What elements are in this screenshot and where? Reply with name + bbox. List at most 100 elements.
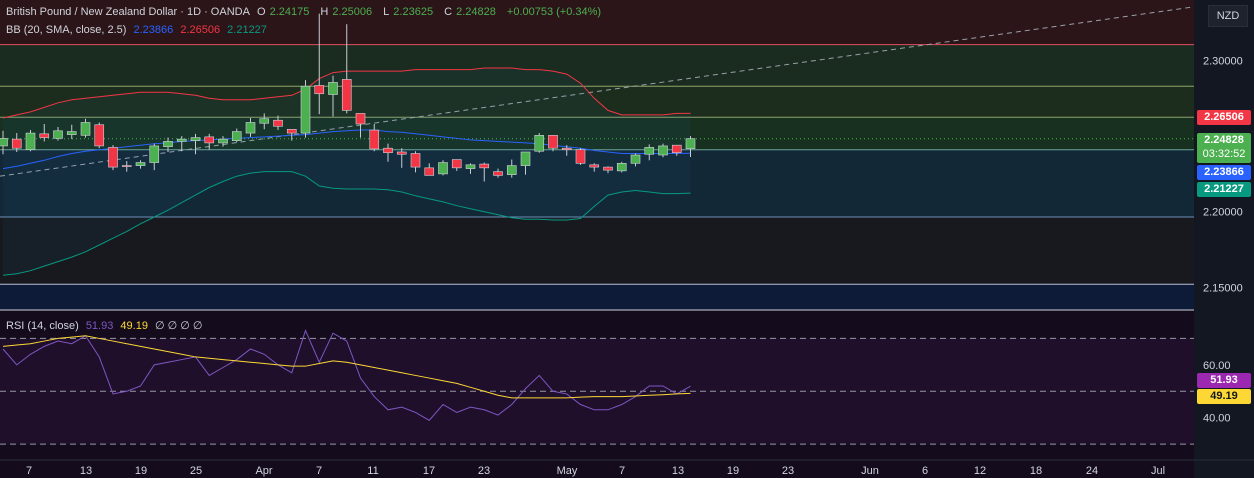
bb-legend[interactable]: BB (20, SMA, close, 2.5) 2.23866 2.26506… xyxy=(6,24,271,36)
candle-body xyxy=(644,147,655,155)
zone-band xyxy=(0,284,1194,310)
candle-body xyxy=(603,166,613,171)
rsi-extra: ∅ ∅ ∅ ∅ xyxy=(155,320,203,332)
candle-body xyxy=(218,138,228,144)
candle-body xyxy=(39,133,50,138)
candle-up xyxy=(25,130,36,152)
time-tick-label: 24 xyxy=(1086,465,1098,477)
candle-body xyxy=(465,164,476,169)
time-tick-label: Apr xyxy=(255,465,272,477)
candle-body xyxy=(355,113,366,125)
candle-body xyxy=(396,151,407,155)
bb-upper-value: 2.26506 xyxy=(180,24,221,36)
candle-body xyxy=(671,144,682,154)
time-tick-label: 23 xyxy=(478,465,490,477)
candle-up xyxy=(259,113,270,130)
candle-down xyxy=(11,133,22,152)
time-tick-label: 13 xyxy=(80,465,92,477)
candle-body xyxy=(438,162,448,175)
grid-lines xyxy=(0,6,1254,461)
candle-body xyxy=(25,132,36,151)
time-tick-label: May xyxy=(557,465,578,477)
candle-up xyxy=(163,137,173,152)
candle-up xyxy=(135,160,146,169)
candle-down xyxy=(548,135,558,152)
time-tick-label: 6 xyxy=(922,465,928,477)
rsi-legend[interactable]: RSI (14, close) 51.93 49.19 ∅ ∅ ∅ ∅ xyxy=(6,319,207,332)
candle-body xyxy=(589,164,600,168)
price-axis-bg xyxy=(1194,0,1254,478)
candle-up xyxy=(218,136,228,147)
zone-band xyxy=(0,117,1194,150)
rsi-pane[interactable] xyxy=(2,329,691,421)
candle-up xyxy=(328,75,338,117)
zone-band xyxy=(0,217,1194,285)
candle-body xyxy=(94,124,105,147)
bb-basis-value: 2.23866 xyxy=(133,24,174,36)
low-value: 2.23625 xyxy=(393,6,434,18)
low-label: L xyxy=(383,6,390,18)
candle-body xyxy=(341,79,352,111)
candle-body xyxy=(135,162,146,166)
zone-band xyxy=(0,44,1194,87)
candle-up xyxy=(190,133,201,155)
candle-body xyxy=(493,171,503,176)
ohlc-open: O 2.24175 xyxy=(257,6,313,18)
candlestick-series[interactable] xyxy=(0,13,696,182)
candle-body xyxy=(685,138,696,149)
open-value: 2.24175 xyxy=(269,6,310,18)
time-tick-label: 13 xyxy=(672,465,684,477)
candle-down xyxy=(479,162,490,182)
zone-band xyxy=(0,86,1194,118)
bb-lower-line xyxy=(2,171,691,276)
close-price-value: 2.24828 xyxy=(1204,134,1244,146)
time-tick-label: 19 xyxy=(727,465,739,477)
currency-button[interactable]: NZD xyxy=(1208,5,1248,27)
time-tick-label: 7 xyxy=(26,465,32,477)
candle-up xyxy=(644,144,655,161)
time-tick-label: 7 xyxy=(316,465,322,477)
close-price-tag: 2.24828 03:32:52 xyxy=(1197,133,1251,163)
rsi-label: RSI (14, close) xyxy=(6,320,79,332)
candle-body xyxy=(259,118,270,124)
candle-down xyxy=(589,163,600,172)
time-tick-label: 11 xyxy=(367,465,378,477)
candle-body xyxy=(11,138,22,149)
symbol-title: British Pound / New Zealand Dollar · 1D … xyxy=(6,6,250,18)
candle-down xyxy=(286,128,297,141)
candle-down xyxy=(273,115,283,131)
candle-body xyxy=(479,163,490,169)
candle-up xyxy=(0,130,8,155)
candle-body xyxy=(561,147,572,151)
close-label: C xyxy=(444,6,453,18)
candle-down xyxy=(671,144,682,156)
candle-up xyxy=(53,127,63,141)
candle-up xyxy=(66,124,77,140)
candle-body xyxy=(410,153,421,168)
candle-up xyxy=(520,151,531,175)
zone-band xyxy=(0,0,1194,45)
time-tick-label: Jun xyxy=(861,465,879,477)
rsi-ma-line xyxy=(2,335,691,399)
candle-up xyxy=(300,80,311,138)
candle-up xyxy=(438,160,448,176)
time-tick-label: 7 xyxy=(619,465,625,477)
candle-down xyxy=(383,143,393,162)
candle-body xyxy=(451,159,462,169)
candle-up xyxy=(465,163,476,174)
bb-upper-tag: 2.26506 xyxy=(1197,110,1251,125)
candle-body xyxy=(231,131,242,141)
candle-up xyxy=(80,118,91,138)
candle-body xyxy=(176,138,187,142)
close-value: 2.24828 xyxy=(456,6,496,18)
rsi-ma-value: 49.19 xyxy=(120,320,148,332)
candle-body xyxy=(424,167,435,176)
candle-up xyxy=(149,143,160,171)
candle-up xyxy=(231,128,242,143)
bb-label: BB (20, SMA, close, 2.5) xyxy=(6,24,127,36)
candle-down xyxy=(493,168,503,178)
candle-body xyxy=(190,137,201,141)
candle-body xyxy=(163,141,173,147)
axes: 2.30000 2.20000 2.15000 60.00 40.00 7 13 19 25 Ap… xyxy=(26,55,1243,477)
